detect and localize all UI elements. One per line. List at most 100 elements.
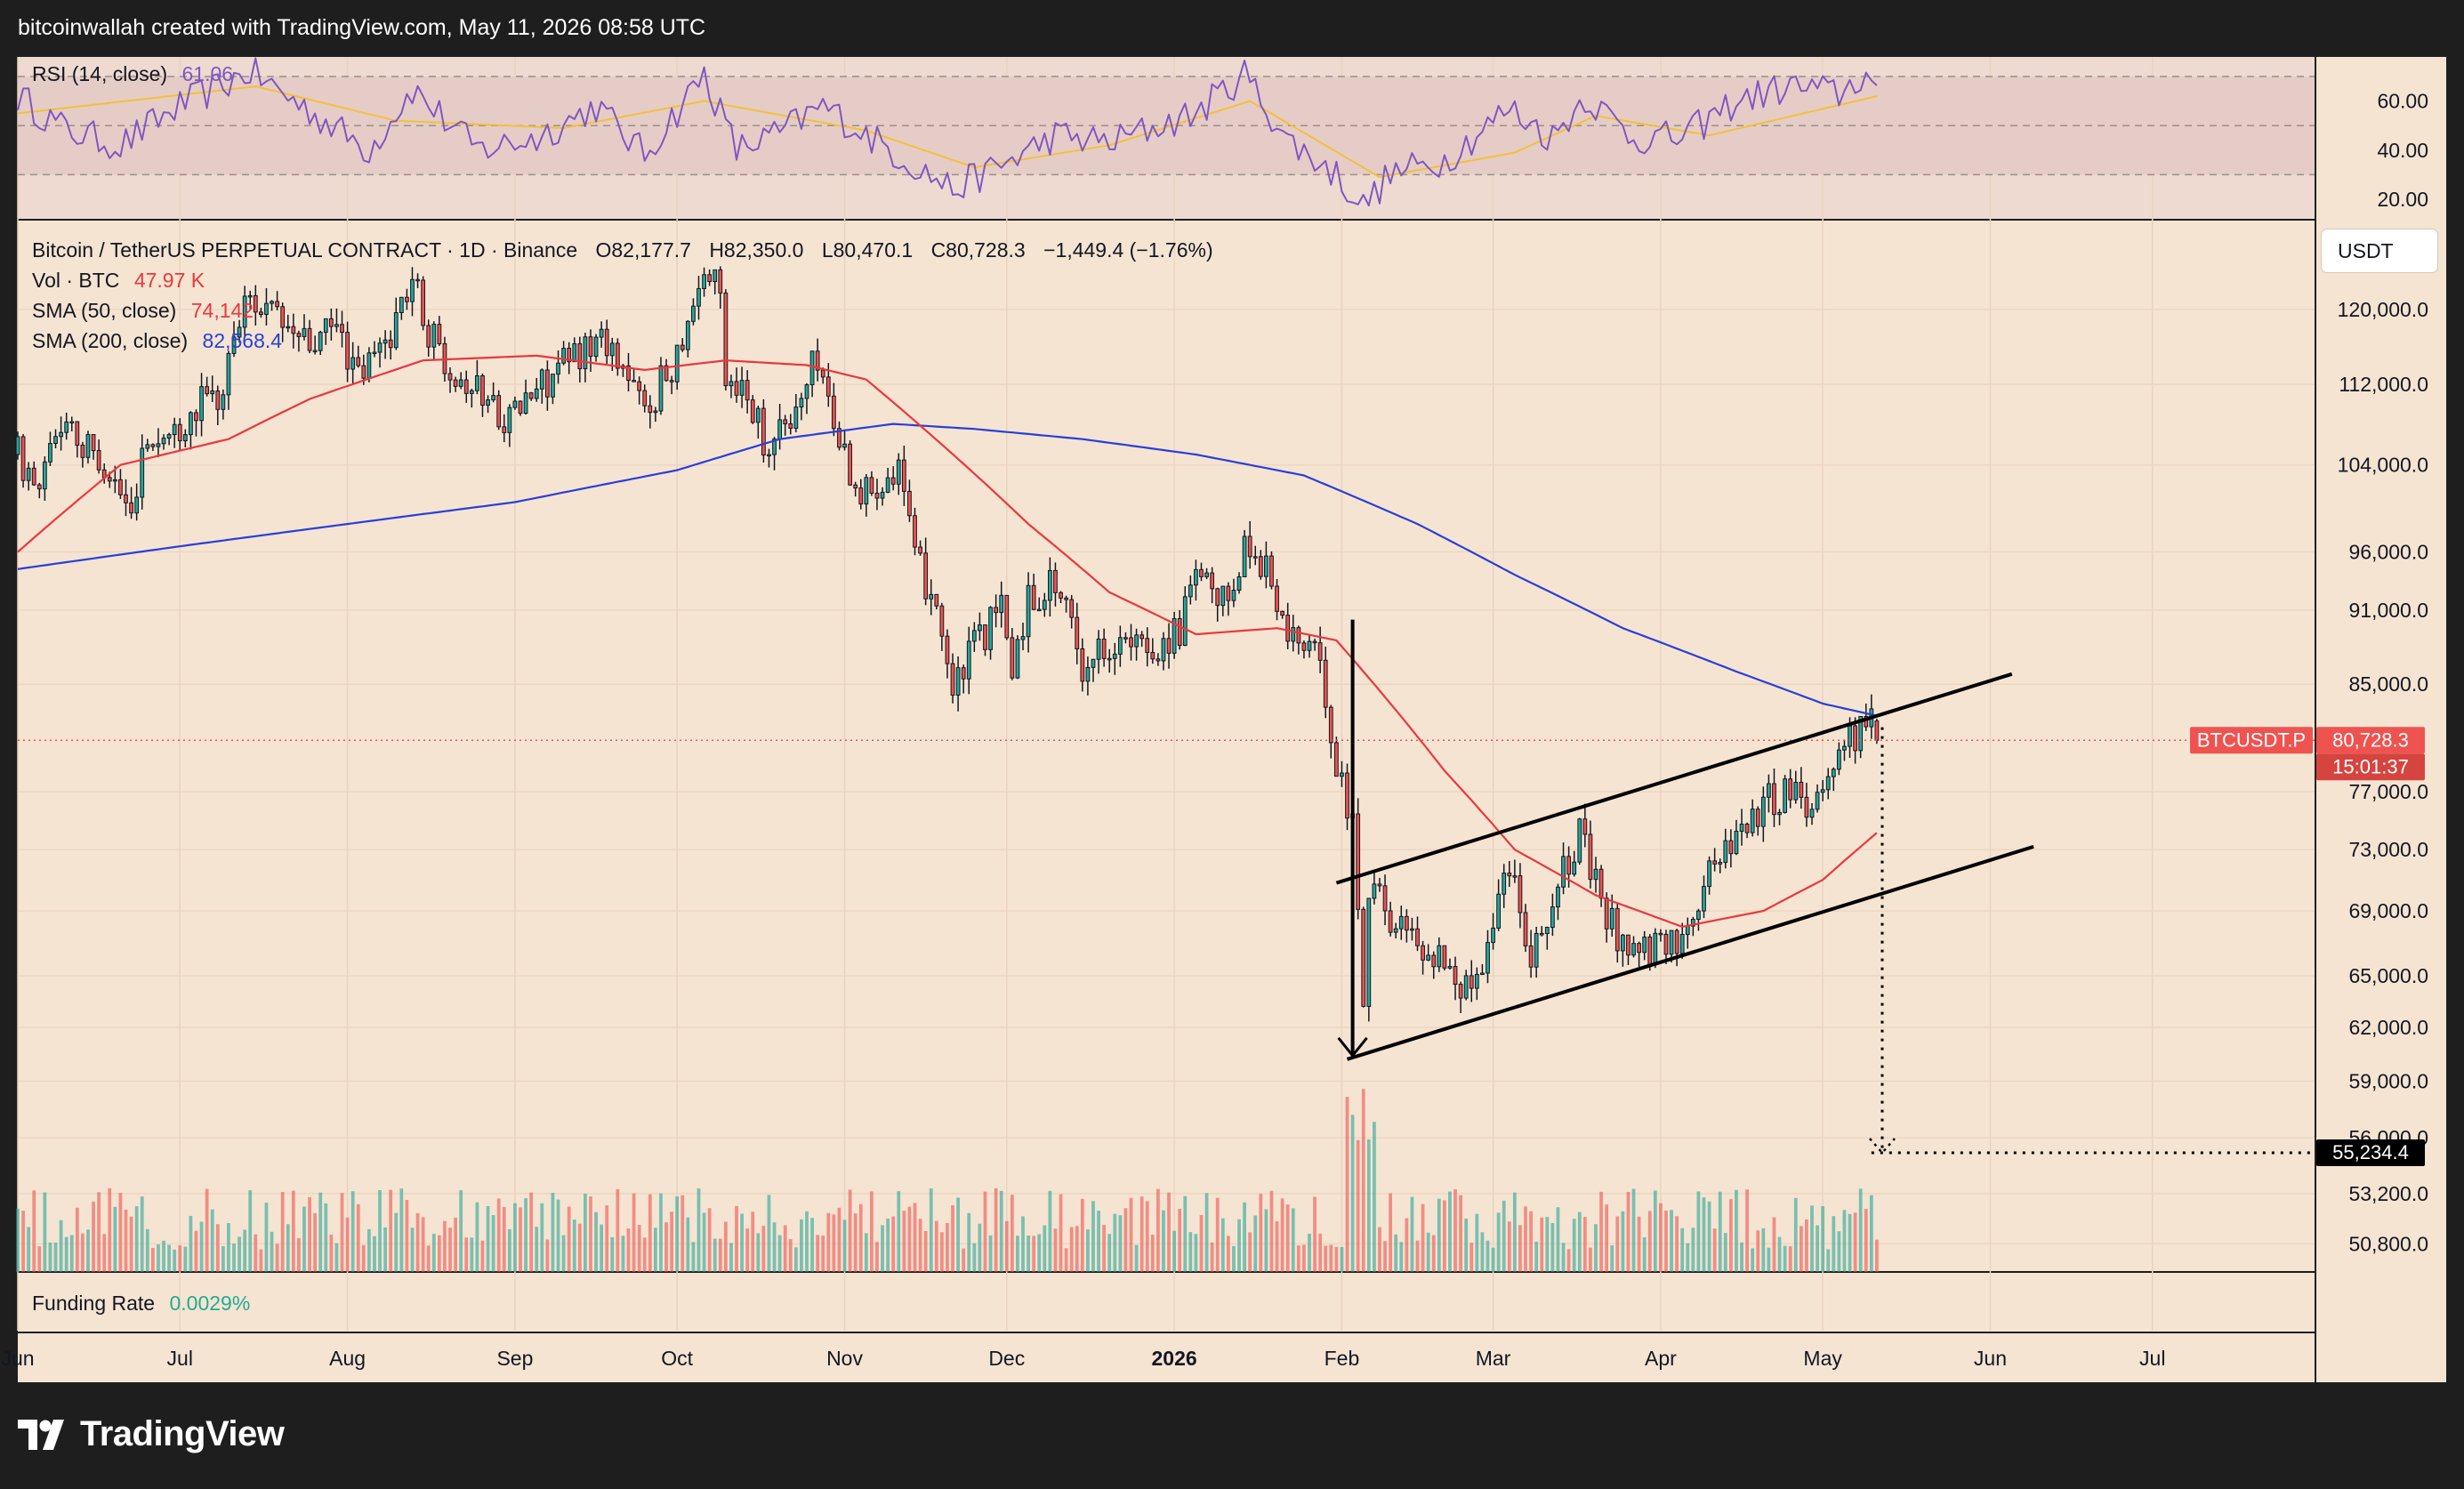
candle-up	[556, 362, 560, 375]
rsi-axis-label: 40.00	[2377, 139, 2428, 162]
currency-button[interactable]: USDT	[2322, 229, 2437, 272]
rsi-axis-label: 20.00	[2377, 188, 2428, 211]
candle-down	[388, 339, 393, 349]
candle-down	[1139, 634, 1145, 640]
time-axis-label: Jul	[2139, 1347, 2165, 1370]
candle-down	[815, 350, 820, 371]
price-axis-label: 50,800.0	[2348, 1232, 2428, 1255]
volume-bar	[1810, 1205, 1814, 1272]
candle-up	[1107, 657, 1112, 661]
candle-up	[182, 434, 188, 442]
candle-down	[307, 327, 312, 351]
candle-up	[1718, 862, 1723, 865]
candle-up	[382, 339, 388, 344]
candle-down	[853, 484, 858, 489]
candle-down	[761, 407, 766, 456]
candle-down	[1080, 648, 1085, 682]
candle-down	[291, 326, 296, 334]
ohlc-open: O82,177.7	[595, 238, 691, 262]
candle-down	[1744, 824, 1750, 833]
volume-bar	[1767, 1247, 1771, 1272]
volume-bar	[832, 1214, 836, 1272]
price-pane[interactable]	[18, 222, 2315, 1272]
sma200-label: SMA (200, close)	[32, 329, 189, 352]
volume-bar	[1324, 1245, 1328, 1272]
volume-bar	[1577, 1211, 1582, 1272]
volume-bar	[946, 1222, 949, 1272]
candle-down	[1604, 897, 1609, 930]
candle-down	[1247, 535, 1252, 558]
candle-up	[242, 295, 247, 328]
volume-bar	[102, 1234, 107, 1272]
candle-up	[1669, 930, 1674, 955]
volume-bar	[59, 1219, 63, 1272]
candle-down	[426, 325, 431, 348]
channel-upper-line	[1335, 672, 2013, 885]
volume-bar	[1162, 1210, 1165, 1272]
candle-down	[642, 390, 648, 406]
pane-separator[interactable]	[18, 1271, 2315, 1273]
candle-up	[69, 421, 75, 424]
volume-bar	[788, 1239, 793, 1272]
candle-down	[118, 479, 123, 495]
candle-up	[491, 395, 496, 401]
volume-bar	[561, 1235, 566, 1272]
candle-down	[194, 412, 198, 422]
candle-up	[793, 406, 799, 429]
volume-bar	[1334, 1246, 1339, 1272]
volume-bar	[680, 1195, 685, 1272]
candle-up	[1112, 653, 1117, 659]
candle-down	[825, 376, 831, 397]
volume-bar	[1183, 1195, 1188, 1272]
pane-separator[interactable]	[18, 219, 2315, 221]
candle-down	[1566, 856, 1571, 875]
candle-up	[1561, 856, 1566, 888]
candle-up	[85, 434, 91, 458]
candle-up	[372, 351, 377, 355]
volume-bar	[232, 1244, 236, 1272]
candle-down	[361, 365, 366, 379]
volume-bar	[1004, 1220, 1009, 1272]
volume-bar	[167, 1244, 171, 1272]
volume-bar	[1647, 1211, 1652, 1272]
candle-up	[53, 436, 58, 445]
volume-bar	[718, 1238, 722, 1272]
candle-down	[1598, 868, 1604, 899]
candle-down	[1853, 725, 1857, 752]
price-axis-label: 59,000.0	[2348, 1069, 2428, 1092]
sma50-legend: SMA (50, close) 74,142	[32, 299, 254, 323]
candle-up	[486, 399, 490, 406]
candle-down	[1199, 568, 1204, 577]
candle-down	[1069, 599, 1075, 618]
volume-bar	[654, 1227, 657, 1272]
volume-bar	[1220, 1218, 1225, 1272]
time-axis-label: Jun	[1974, 1347, 2007, 1370]
symbol-title[interactable]: Bitcoin / TetherUS PERPETUAL CONTRACT · …	[32, 238, 578, 262]
candle-down	[604, 328, 609, 357]
volume-bar	[367, 1228, 371, 1272]
volume-bar	[567, 1206, 571, 1272]
volume-bar	[1156, 1188, 1160, 1272]
volume-bar	[632, 1193, 636, 1272]
volume-bar	[1556, 1207, 1560, 1272]
candle-up	[885, 477, 890, 493]
volume-bar	[1459, 1195, 1462, 1272]
candle-down	[20, 436, 26, 481]
volume-bar	[513, 1203, 517, 1272]
volume-bar	[1572, 1219, 1576, 1272]
volume-bar	[491, 1215, 495, 1272]
candle-up	[264, 302, 269, 315]
candle-up	[1809, 809, 1815, 818]
candle-down	[75, 421, 80, 446]
candle-up	[1679, 934, 1685, 954]
candle-down	[1004, 594, 1010, 639]
tradingview-logo[interactable]: TradingView	[18, 1414, 285, 1454]
volume-bar	[1853, 1212, 1857, 1272]
candle-up	[1783, 778, 1788, 813]
candle-down	[788, 423, 793, 429]
price-axis-label: 104,000.0	[2338, 454, 2428, 477]
volume-bar	[1361, 1089, 1365, 1272]
volume-bar	[1296, 1245, 1300, 1272]
time-axis-label: Oct	[661, 1347, 693, 1370]
